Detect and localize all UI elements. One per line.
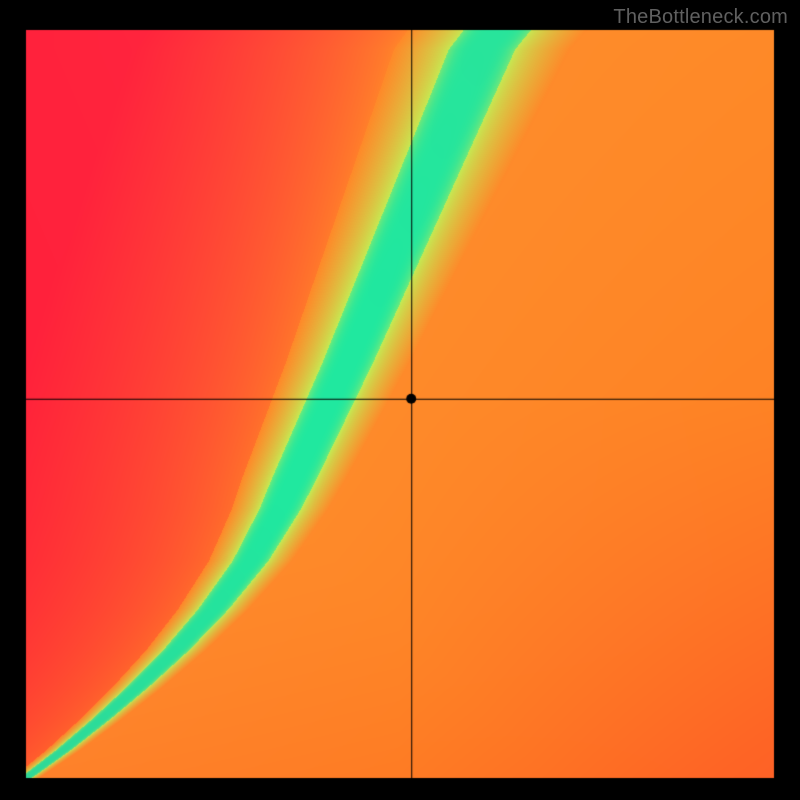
watermark-text: TheBottleneck.com <box>613 6 788 29</box>
heatmap-canvas <box>0 0 800 800</box>
chart-container: TheBottleneck.com <box>0 0 800 800</box>
